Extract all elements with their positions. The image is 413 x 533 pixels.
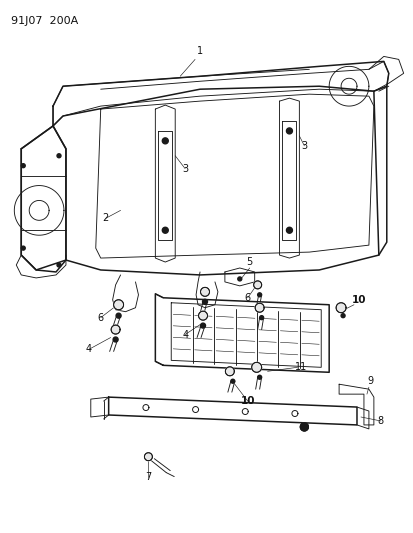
Polygon shape <box>340 314 344 318</box>
Polygon shape <box>237 277 241 281</box>
Text: 4: 4 <box>85 344 92 354</box>
Polygon shape <box>162 138 168 144</box>
Polygon shape <box>111 325 120 334</box>
Polygon shape <box>230 379 234 383</box>
Polygon shape <box>259 316 263 320</box>
Text: 10: 10 <box>351 295 366 305</box>
Polygon shape <box>144 453 152 461</box>
Polygon shape <box>253 281 261 289</box>
Text: 11: 11 <box>294 362 307 373</box>
Polygon shape <box>254 303 263 312</box>
Polygon shape <box>200 287 209 296</box>
Polygon shape <box>300 423 308 431</box>
Text: 8: 8 <box>377 416 383 426</box>
Polygon shape <box>21 164 25 168</box>
Polygon shape <box>192 407 198 413</box>
Polygon shape <box>225 367 234 376</box>
Polygon shape <box>300 423 308 431</box>
Text: 7: 7 <box>145 472 151 482</box>
Polygon shape <box>57 154 61 158</box>
Polygon shape <box>57 263 61 267</box>
Text: 9: 9 <box>367 376 373 386</box>
Polygon shape <box>198 311 207 320</box>
Polygon shape <box>291 410 297 416</box>
Polygon shape <box>335 303 345 313</box>
Polygon shape <box>21 246 25 250</box>
Polygon shape <box>257 375 261 379</box>
Text: 6: 6 <box>244 293 250 303</box>
Polygon shape <box>251 362 261 372</box>
Polygon shape <box>286 227 292 233</box>
Polygon shape <box>162 227 168 233</box>
Text: 3: 3 <box>301 141 307 151</box>
Polygon shape <box>286 128 292 134</box>
Polygon shape <box>202 300 207 304</box>
Polygon shape <box>257 293 261 297</box>
Text: 91J07  200A: 91J07 200A <box>11 15 78 26</box>
Text: 4: 4 <box>182 329 188 340</box>
Polygon shape <box>200 323 205 328</box>
Text: 1: 1 <box>197 46 203 56</box>
Text: 5: 5 <box>246 257 252 267</box>
Polygon shape <box>116 313 121 318</box>
Text: 10: 10 <box>240 396 254 406</box>
Polygon shape <box>113 337 118 342</box>
Polygon shape <box>113 300 123 310</box>
Text: 2: 2 <box>102 213 109 223</box>
Text: 3: 3 <box>182 164 188 174</box>
Text: 6: 6 <box>97 313 104 322</box>
Polygon shape <box>242 408 248 415</box>
Polygon shape <box>142 405 149 410</box>
